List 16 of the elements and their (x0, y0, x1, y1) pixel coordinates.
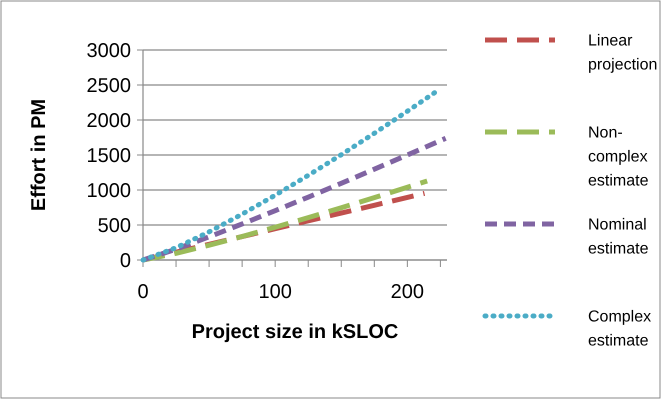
x-tick-label: 100 (258, 281, 292, 303)
y-tick-label: 2000 (86, 110, 131, 132)
y-tick-label: 3000 (86, 40, 131, 62)
y-tick-label: 1500 (86, 145, 131, 167)
x-axis-title: Project size in kSLOC (192, 321, 398, 343)
x-tick-label: 0 (137, 281, 149, 303)
y-axis-title: Effort in PM (28, 98, 50, 212)
y-tick-label: 2500 (86, 75, 131, 97)
legend-label: Linear projection (588, 32, 658, 74)
legend-label: Non-complex estimate (588, 124, 649, 190)
legend-label: Nominal estimate (588, 216, 649, 258)
y-tick-label: 500 (98, 215, 131, 237)
y-tick-label: 1000 (86, 180, 131, 202)
y-tick-label: 0 (120, 250, 131, 272)
legend-label: Complex estimate (588, 308, 652, 350)
x-tick-label: 200 (390, 281, 424, 303)
